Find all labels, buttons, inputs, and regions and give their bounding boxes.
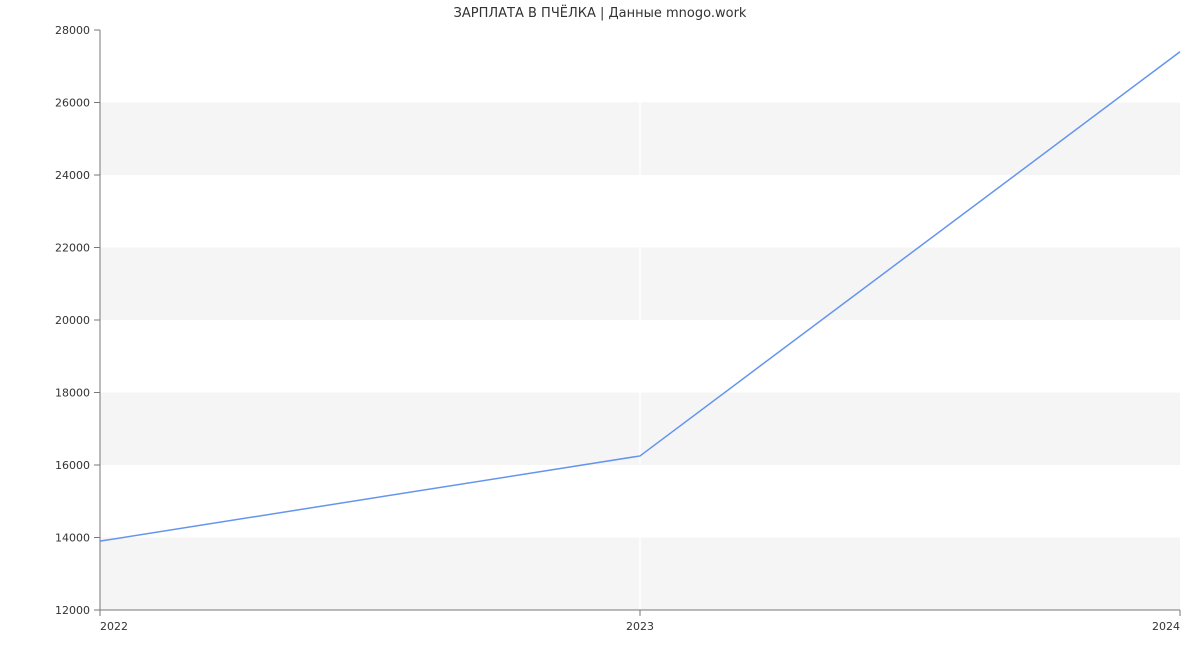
- y-tick-label: 28000: [55, 24, 90, 37]
- y-tick-label: 22000: [55, 242, 90, 255]
- y-tick-label: 16000: [55, 459, 90, 472]
- y-tick-label: 12000: [55, 604, 90, 617]
- y-tick-label: 14000: [55, 532, 90, 545]
- x-tick-label: 2024: [1152, 620, 1180, 633]
- chart-title: ЗАРПЛАТА В ПЧЁЛКА | Данные mnogo.work: [0, 6, 1200, 21]
- chart-svg: 12000 14000 16000 18000 20000 22000 24000 26000…: [0, 0, 1200, 650]
- y-tick-label: 20000: [55, 314, 90, 327]
- y-tick-label: 26000: [55, 97, 90, 110]
- line-chart: ЗАРПЛАТА В ПЧЁЛКА | Данные mnogo.work 12…: [0, 0, 1200, 650]
- y-tick-label: 24000: [55, 169, 90, 182]
- x-tick-label: 2023: [626, 620, 654, 633]
- x-tick-label: 2022: [100, 620, 128, 633]
- y-tick-label: 18000: [55, 387, 90, 400]
